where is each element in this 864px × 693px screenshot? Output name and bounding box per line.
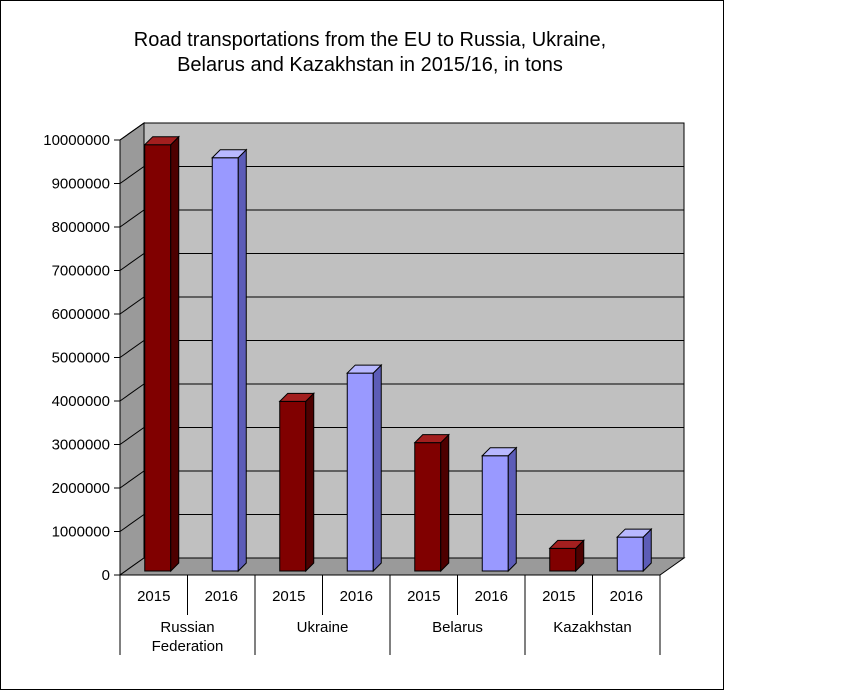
y-tick-label: 2000000 (52, 480, 110, 497)
bar (481, 446, 518, 573)
gridline (119, 296, 684, 315)
x-tick-label-year: 2015 (407, 588, 440, 605)
x-axis-table: 2015 2016 Russian Federation 2015 2016 Ukraine… (119, 574, 661, 655)
bar-front (481, 455, 509, 572)
x-tick-label-year: 2015 (542, 588, 575, 605)
y-axis-ticks: 0 1000000 2000000 3000000 4000000 5000000 6000… (43, 132, 121, 584)
x-tick-label-year: 2015 (137, 588, 170, 605)
y-tick-label: 8000000 (52, 219, 110, 236)
y-tick-label: 6000000 (52, 306, 110, 323)
y-tick-label: 3000000 (52, 437, 110, 454)
y-tick-label: 9000000 (52, 176, 110, 193)
bar (413, 433, 450, 573)
bar (548, 539, 585, 573)
bar-front (549, 547, 577, 572)
bar-side (507, 446, 517, 573)
chart-title: Road transportations from the EU to Russ… (40, 28, 700, 78)
y-tick-label: 5000000 (52, 350, 110, 367)
bar-front (414, 442, 442, 572)
bar-top (346, 364, 383, 374)
y-tick-label: 0 (102, 567, 110, 584)
bar (278, 392, 315, 573)
bar-top (481, 447, 518, 457)
bar-front (616, 536, 644, 572)
chart-title-line-2: Belarus and Kazakhstan in 2015/16, in to… (177, 54, 563, 76)
bar (211, 148, 248, 573)
x-tick-label-year: 2015 (272, 588, 305, 605)
bar-side (237, 148, 247, 573)
bar (346, 363, 383, 573)
bar-side (305, 392, 315, 573)
x-tick-label-country: Federation (152, 638, 224, 655)
x-tick-label-year: 2016 (205, 588, 238, 605)
bar-side (440, 433, 450, 573)
gridline (119, 383, 684, 402)
bar-front (279, 400, 307, 572)
chart-walls (118, 122, 686, 576)
gridline (119, 340, 684, 358)
gridline (119, 253, 684, 271)
y-tick-label: 10000000 (43, 132, 110, 149)
x-tick-label-year: 2016 (340, 588, 373, 605)
bar-side (372, 363, 382, 573)
bar-front (211, 157, 239, 572)
gridline (119, 122, 684, 141)
bar-front (346, 372, 374, 572)
gridline (119, 427, 684, 445)
bar-top (413, 434, 450, 444)
x-tick-label-country: Ukraine (297, 619, 349, 636)
bar-side (170, 135, 180, 573)
x-tick-label-year: 2016 (610, 588, 643, 605)
y-tick-label: 4000000 (52, 393, 110, 410)
bar (143, 135, 180, 573)
y-tick-label: 1000000 (52, 524, 110, 541)
bar-top (548, 539, 585, 549)
gridline (119, 166, 684, 184)
x-tick-label-country: Kazakhstan (553, 619, 631, 636)
x-tick-label-country: Russian (160, 619, 214, 636)
bar (616, 527, 653, 573)
x-tick-label-country: Belarus (432, 619, 483, 636)
bar-top (143, 136, 180, 146)
chart-title-line-1: Road transportations from the EU to Russ… (133, 29, 607, 51)
floor (118, 557, 686, 576)
bars (143, 135, 653, 573)
x-tick-label-year: 2016 (475, 588, 508, 605)
bar-top (211, 149, 248, 159)
bar-front (144, 144, 172, 572)
y-tick-label: 7000000 (52, 263, 110, 280)
bar-top (278, 392, 315, 402)
bar-top (616, 528, 653, 538)
gridline (119, 209, 684, 228)
